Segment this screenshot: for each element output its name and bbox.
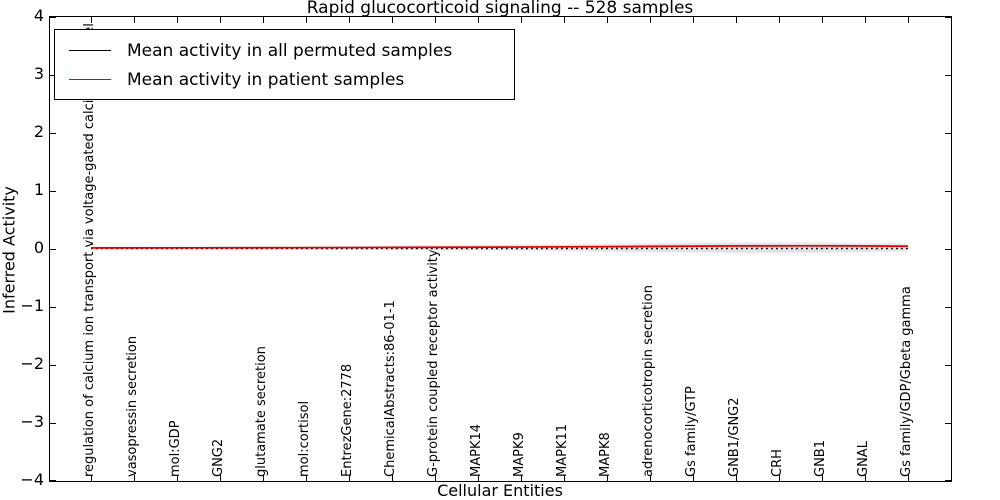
legend: Mean activity in all permuted samples Me… xyxy=(54,29,515,100)
tick-mark xyxy=(649,17,651,23)
tick-mark xyxy=(90,17,92,23)
tick-mark xyxy=(945,306,951,308)
tick-mark xyxy=(945,248,951,250)
tick-mark xyxy=(50,190,56,192)
tick-mark xyxy=(50,17,56,19)
x-axis-label: Cellular Entities xyxy=(437,481,563,500)
tick-mark xyxy=(50,132,56,134)
tick-mark xyxy=(434,475,436,481)
tick-mark xyxy=(219,17,221,23)
tick-mark xyxy=(945,74,951,76)
chart-title: Rapid glucocorticoid signaling -- 528 sa… xyxy=(306,0,694,18)
tick-mark xyxy=(50,74,56,76)
y-tick-label: 3 xyxy=(33,64,44,83)
tick-mark xyxy=(735,17,737,23)
y-tick-label: −2 xyxy=(20,354,44,373)
tick-mark xyxy=(90,475,92,481)
tick-mark xyxy=(563,475,565,481)
tick-mark xyxy=(133,17,135,23)
tick-mark xyxy=(778,17,780,23)
tick-mark xyxy=(945,190,951,192)
tick-mark xyxy=(348,475,350,481)
tick-mark xyxy=(778,475,780,481)
tick-mark xyxy=(907,17,909,23)
tick-mark xyxy=(945,364,951,366)
tick-mark xyxy=(945,422,951,424)
y-tick-label: −4 xyxy=(20,470,44,489)
tick-mark xyxy=(606,475,608,481)
tick-mark xyxy=(945,480,951,482)
tick-mark xyxy=(50,248,56,250)
tick-mark xyxy=(133,475,135,481)
y-tick-label: 0 xyxy=(33,238,44,257)
tick-mark xyxy=(907,475,909,481)
tick-mark xyxy=(692,17,694,23)
tick-mark xyxy=(735,475,737,481)
series-plot xyxy=(90,242,909,253)
tick-mark xyxy=(305,17,307,23)
tick-mark xyxy=(305,475,307,481)
tick-mark xyxy=(477,475,479,481)
tick-mark xyxy=(520,475,522,481)
tick-mark xyxy=(821,17,823,23)
legend-line-permuted-icon xyxy=(69,50,111,51)
tick-mark xyxy=(945,17,951,19)
tick-mark xyxy=(348,17,350,23)
tick-mark xyxy=(434,17,436,23)
patient-mean-line xyxy=(90,244,909,249)
tick-mark xyxy=(262,475,264,481)
tick-mark xyxy=(692,475,694,481)
tick-mark xyxy=(176,17,178,23)
y-tick-label: 4 xyxy=(33,6,44,25)
tick-mark xyxy=(606,17,608,23)
tick-mark xyxy=(391,17,393,23)
tick-mark xyxy=(864,17,866,23)
y-tick-label: −3 xyxy=(20,412,44,431)
tick-mark xyxy=(477,17,479,23)
legend-label-permuted: Mean activity in all permuted samples xyxy=(127,40,453,61)
y-tick-label: 1 xyxy=(33,180,44,199)
legend-row-permuted: Mean activity in all permuted samples xyxy=(55,36,514,65)
tick-mark xyxy=(50,422,56,424)
legend-row-patient: Mean activity in patient samples xyxy=(55,65,514,94)
tick-mark xyxy=(262,17,264,23)
plot-area xyxy=(49,16,952,482)
tick-mark xyxy=(649,475,651,481)
tick-mark xyxy=(391,475,393,481)
y-tick-label: 2 xyxy=(33,122,44,141)
legend-line-patient-icon xyxy=(69,79,111,80)
tick-mark xyxy=(219,475,221,481)
tick-mark xyxy=(563,17,565,23)
tick-mark xyxy=(864,475,866,481)
tick-mark xyxy=(821,475,823,481)
tick-mark xyxy=(50,364,56,366)
legend-label-patient: Mean activity in patient samples xyxy=(127,69,405,90)
tick-mark xyxy=(945,132,951,134)
y-tick-label: −1 xyxy=(20,296,44,315)
tick-mark xyxy=(176,475,178,481)
tick-mark xyxy=(50,480,56,482)
tick-mark xyxy=(520,17,522,23)
tick-mark xyxy=(50,306,56,308)
